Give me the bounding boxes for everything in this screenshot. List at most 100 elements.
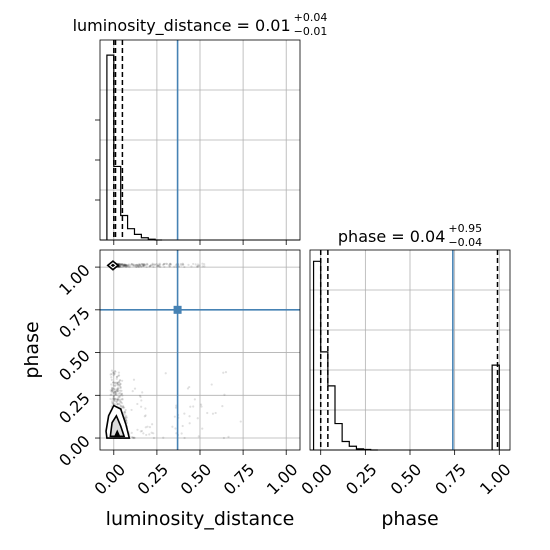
scatter-point	[115, 377, 118, 380]
scatter-point	[111, 400, 114, 403]
scatter-point	[121, 404, 125, 407]
scatter-point	[192, 262, 195, 266]
scatter-point	[211, 412, 215, 415]
scatter-point	[126, 264, 129, 267]
scatter-point	[117, 383, 120, 386]
scatter-point	[117, 392, 120, 395]
scatter-point	[153, 263, 156, 266]
scatter-point	[136, 264, 139, 267]
scatter-point	[112, 371, 115, 374]
scatter-point	[148, 433, 151, 436]
scatter-point	[119, 404, 123, 407]
scatter-point	[118, 402, 121, 405]
scatter-point	[122, 406, 125, 409]
scatter-point	[133, 436, 136, 440]
scatter-point	[141, 391, 144, 394]
scatter-point	[116, 403, 119, 406]
scatter-point	[157, 264, 160, 267]
scatter-point	[125, 416, 128, 419]
scatter-point	[140, 399, 143, 402]
scatter-point	[127, 264, 130, 268]
scatter-point	[118, 399, 121, 402]
scatter-point	[221, 405, 224, 408]
y-tick-label: 0.25	[55, 389, 94, 428]
scatter-point	[112, 371, 115, 374]
scatter-point	[118, 265, 121, 268]
phase-histogram-panel: 0.00 0.25 0.50 0.75 1.00 phase = 0.04 +0.95 −0…	[297, 222, 514, 530]
scatter-point	[125, 419, 128, 422]
scatter-point	[115, 381, 118, 384]
scatter-point	[156, 264, 159, 267]
scatter-point	[196, 263, 200, 266]
luminosity-distance-histogram-panel: luminosity_distance = 0.01 +0.04 −0.01	[73, 11, 327, 245]
scatter-point	[177, 265, 181, 268]
scatter-point	[113, 381, 117, 384]
scatter-point	[113, 398, 117, 401]
scatter-point	[130, 263, 133, 266]
scatter-point	[117, 384, 120, 387]
scatter-point	[121, 262, 124, 266]
scatter-point	[123, 263, 126, 266]
scatter-point	[151, 423, 154, 426]
scatter-point	[117, 371, 121, 374]
scatter-point	[118, 262, 121, 265]
scatter-point	[167, 264, 171, 267]
contour-inner	[109, 414, 126, 438]
x-tick-label: 0.75	[431, 460, 470, 499]
scatter-point	[115, 390, 118, 393]
scatter-point	[203, 263, 206, 266]
scatter-point	[114, 370, 117, 373]
scatter-point	[126, 263, 129, 267]
scatter-point	[119, 393, 122, 396]
scatter-point	[188, 415, 191, 418]
scatter-point	[186, 387, 190, 390]
scatter-point	[145, 433, 148, 437]
y-tick-label: 1.00	[55, 260, 94, 299]
scatter-point	[183, 265, 186, 269]
scatter-point	[158, 262, 161, 265]
scatter-point	[119, 400, 122, 403]
scatter-point	[119, 262, 122, 266]
scatter-point	[117, 396, 120, 399]
scatter-point	[168, 265, 171, 268]
scatter-point	[110, 369, 114, 372]
scatter-point	[165, 262, 169, 266]
scatter-point	[142, 263, 145, 266]
y-tick-label: 0.00	[55, 431, 94, 470]
scatter-point	[140, 265, 143, 268]
scatter-point	[136, 428, 139, 431]
scatter-point	[123, 265, 127, 268]
y-tick-label: 0.75	[55, 303, 94, 342]
scatter-point	[155, 263, 158, 266]
scatter-point	[180, 432, 183, 435]
scatter-point	[118, 263, 121, 266]
scatter-point	[112, 399, 116, 402]
scatter-point	[121, 263, 124, 266]
scatter-point	[121, 379, 124, 382]
scatter-point	[138, 394, 142, 397]
scatter-point	[119, 264, 122, 267]
scatter-point	[173, 415, 176, 418]
scatter-point	[174, 427, 177, 430]
scatter-point	[124, 411, 127, 414]
x-tick-label: 0.00	[90, 460, 129, 499]
scatter-point	[128, 265, 131, 269]
scatter-point	[148, 425, 152, 429]
scatter-point	[179, 262, 183, 266]
scatter-point	[130, 263, 134, 266]
scatter-point	[140, 405, 143, 408]
scatter-point	[119, 398, 122, 401]
scatter-point	[123, 411, 126, 414]
scatter-point	[115, 393, 118, 397]
scatter-point	[116, 398, 119, 401]
scatter-point	[122, 264, 125, 267]
scatter-point	[124, 265, 128, 269]
scatter-point	[113, 403, 117, 406]
scatter-point	[169, 262, 172, 266]
title-main: phase = 0.04	[338, 227, 445, 246]
scatter-point	[112, 396, 115, 399]
scatter-point	[140, 262, 144, 266]
scatter-point	[115, 390, 118, 393]
scatter-point	[113, 372, 116, 375]
scatter-point	[144, 414, 147, 417]
